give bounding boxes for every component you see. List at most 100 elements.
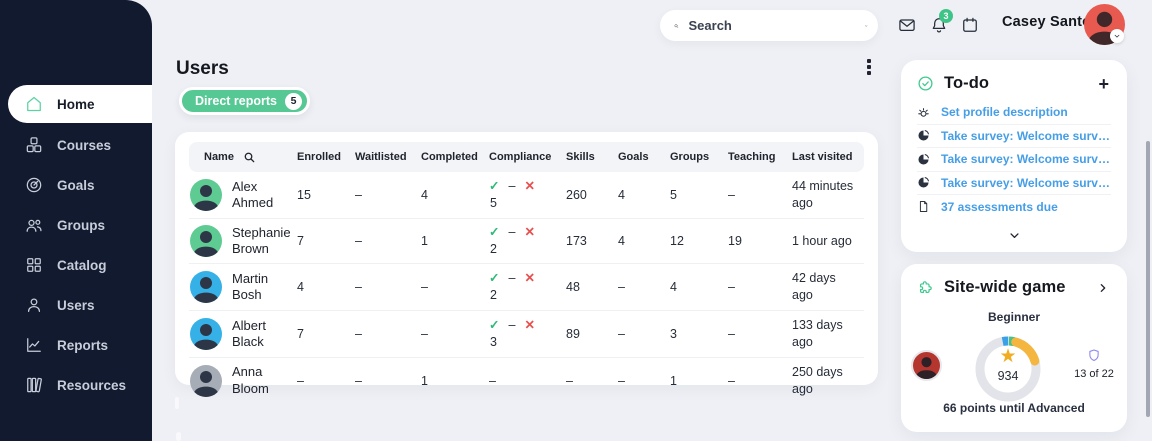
sidebar: Home Courses Goals Groups [0,0,152,441]
partial-card-edge [175,397,179,409]
groups-cell: 5 [670,187,677,202]
notification-count-badge: 3 [939,9,953,23]
goals-icon [24,175,44,195]
todo-list: Set profile description Take survey: Wel… [917,101,1111,219]
enrolled-cell: 15 [297,187,311,202]
avatar [190,178,222,211]
column-header-goals: Goals [618,151,649,163]
table-options-kebab-icon[interactable] [862,57,876,77]
search-scope-chevron-icon[interactable] [864,18,869,34]
last-visited-cell: 42 days ago [792,271,836,303]
sidebar-item-courses[interactable]: Courses [0,125,152,165]
sidebar-item-groups[interactable]: Groups [0,205,152,245]
sidebar-item-label: Users [57,297,95,313]
sidebar-item-users[interactable]: Users [0,285,152,325]
enrolled-cell: 7 [297,234,304,248]
teaching-cell: – [728,373,735,388]
goals-cell: – [618,326,625,341]
user-name-cell: Alex Ahmed [232,178,274,210]
sidebar-item-label: Goals [57,177,95,193]
courses-icon [24,135,44,155]
last-visited-cell: 133 days ago [792,318,843,349]
table-row[interactable]: Alex Ahmed 15 – 4 – 5 260 4 5 – 44 minut… [189,172,864,219]
home-icon [24,94,44,114]
sidebar-item-reports[interactable]: Reports [0,325,152,365]
sidebar-item-catalog[interactable]: Catalog [0,245,152,285]
game-user-avatar [911,350,942,381]
enrolled-cell: 4 [297,280,304,295]
points-value: 934 [997,369,1019,383]
enrolled-cell: 7 [297,326,304,341]
groups-cell: 1 [670,373,677,388]
skills-cell: 260 [566,187,587,202]
game-level-label: Beginner [987,310,1040,324]
direct-reports-filter-pill[interactable]: Direct reports 5 [179,87,310,115]
pie-chart-icon [918,130,930,141]
compliance-cell: – [489,373,496,388]
badge-count-label: 13 of 22 [1074,368,1114,380]
sidebar-item-label: Resources [57,377,127,393]
compliance-cell: – 3 [487,313,564,355]
vertical-scrollbar[interactable] [1146,141,1150,417]
sidebar-item-label: Groups [57,217,106,233]
todo-expand-chevron-icon[interactable] [1007,228,1022,243]
todo-item[interactable]: Take survey: Welcome survey 08/1… [917,172,1111,195]
search-input[interactable] [688,18,864,33]
completed-cell: 4 [421,187,428,202]
column-header-compliance: Compliance [489,151,552,163]
table-row[interactable]: Albert Black 7 – – – 3 89 – 3 – 133 days… [189,311,864,358]
sidebar-item-goals[interactable]: Goals [0,165,152,205]
column-header-last-visited: Last visited [792,151,853,163]
user-name[interactable]: Casey Santos [1002,14,1100,30]
table-row[interactable]: Anna Bloom – – 1 – – – 1 – 250 days ago [189,358,864,404]
mail-icon[interactable] [897,15,917,35]
todo-item[interactable]: 37 assessments due [917,195,1111,219]
search-bar[interactable] [660,10,878,41]
completed-cell: – [421,280,428,295]
todo-item-label: Set profile description [941,105,1068,120]
todo-item[interactable]: Set profile description [917,101,1111,125]
add-todo-button[interactable]: + [1098,73,1109,94]
todo-item[interactable]: Take survey: Welcome survey 08/1… [917,125,1111,148]
user-menu-chevron-icon[interactable] [1110,29,1124,43]
todo-item-label: 37 assessments due [941,199,1058,214]
completed-cell: 1 [421,234,428,248]
sidebar-item-home[interactable]: Home [8,85,152,123]
filter-pill-count: 5 [284,92,302,110]
goals-cell: – [618,373,625,388]
column-header-teaching: Teaching [728,151,776,163]
game-card: Site-wide game Beginner ★ 934 13 of 22 6… [901,264,1127,432]
goals-cell: – [618,280,625,295]
reports-icon [24,335,44,355]
skills-cell: 48 [566,280,580,295]
sidebar-item-label: Reports [57,337,109,353]
sidebar-item-label: Home [57,96,95,112]
compliance-pass-icon [489,319,499,332]
compliance-fail-icon [524,226,534,239]
waitlisted-cell: – [355,187,362,202]
todo-check-circle-icon [918,76,933,91]
table-row[interactable]: Martin Bosh 4 – – – 2 48 – 4 – 42 days a… [189,264,864,311]
table-row[interactable]: Stephanie Brown 7 – 1 – 2 173 4 12 19 1 … [189,219,864,265]
column-search-icon[interactable] [243,151,256,164]
calendar-icon[interactable] [960,15,980,35]
compliance-cell: – 2 [487,220,564,262]
completed-cell: – [421,326,428,341]
star-icon: ★ [999,346,1017,367]
game-title: Site-wide game [944,278,1066,296]
badge-shield-icon [1086,347,1102,364]
table-header-row: Name Enrolled Waitlisted Completed Compl… [189,142,864,172]
filter-pill-label: Direct reports [195,94,277,108]
todo-item[interactable]: Take survey: Welcome survey 08/1… [917,148,1111,172]
waitlisted-cell: – [355,373,362,388]
sidebar-item-resources[interactable]: Resources [0,365,152,405]
teaching-cell: – [728,280,735,295]
skills-cell: 89 [566,326,580,341]
column-header-name: Name [189,151,295,164]
column-header-waitlisted: Waitlisted [355,151,407,163]
column-header-groups: Groups [670,151,710,163]
goals-cell: 4 [618,234,625,248]
user-name-cell: Martin Bosh [232,270,269,303]
game-open-chevron-icon[interactable] [1095,280,1111,296]
user-name-cell: Stephanie Brown [232,224,291,256]
